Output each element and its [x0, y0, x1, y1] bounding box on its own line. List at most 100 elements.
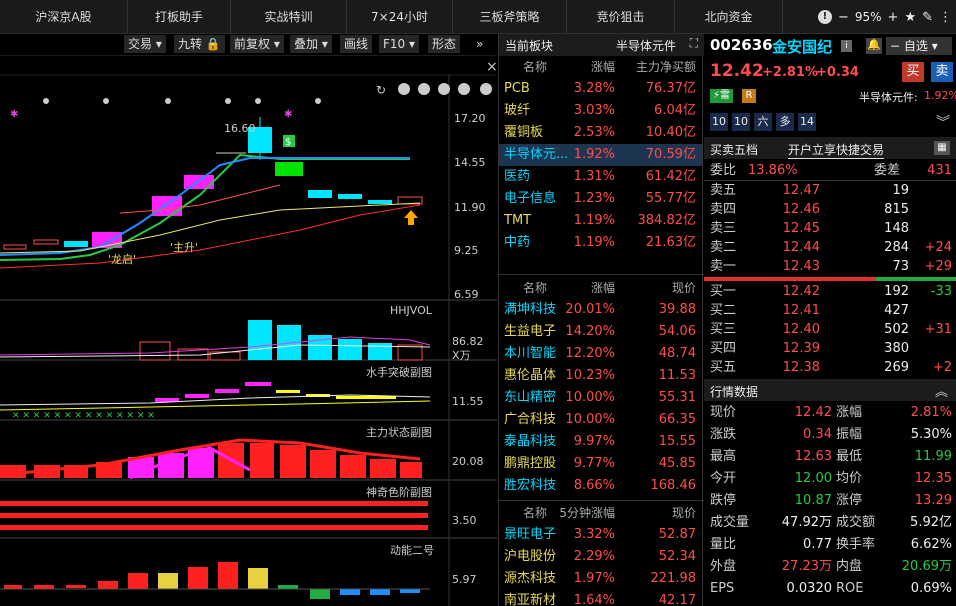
thunder-tag[interactable]: ⚡雷 — [710, 89, 734, 103]
row-name[interactable]: 惠伦晶体 — [504, 368, 557, 383]
menu-chart-icon[interactable] — [480, 83, 492, 95]
sector-row[interactable]: 医药 1.31% 61.42亿 — [499, 166, 702, 188]
collapse-up-icon[interactable]: ︽ — [934, 385, 948, 400]
sell-button[interactable]: 卖 — [931, 62, 953, 82]
row-name[interactable]: 本川智能 — [504, 346, 557, 361]
kline-chart[interactable]: × ↻ ✱ ✱ — [0, 55, 497, 606]
f10-button[interactable]: F10 ▾ — [379, 35, 420, 53]
row-name[interactable]: TMT — [504, 213, 532, 228]
star-icon[interactable]: ★ — [904, 9, 917, 25]
more-icon[interactable]: ⋮ — [939, 9, 952, 25]
signal-badge[interactable]: 10 — [710, 113, 728, 131]
row-name[interactable]: 覆铜板 — [504, 125, 544, 140]
draw-line-button[interactable]: 画线 — [340, 35, 373, 53]
ask-row[interactable]: 卖三 12.45 148 — [710, 221, 909, 236]
sector-row[interactable]: 玻纤 3.03% 6.04亿 — [499, 100, 702, 122]
info-icon[interactable]: i — [841, 40, 852, 52]
speed-row[interactable]: 源杰科技 1.97% 221.98 — [499, 568, 702, 590]
industry-label[interactable]: 半导体元件: — [859, 91, 918, 104]
indicator-name[interactable]: 动能二号 — [390, 544, 434, 557]
pattern-button[interactable]: 形态 — [428, 35, 461, 53]
watchlist-toggle[interactable]: − 自选 ▾ — [886, 37, 952, 55]
row-name[interactable]: 泰晶科技 — [504, 434, 557, 449]
tab-news-24h[interactable]: 7×24小时 — [347, 0, 453, 34]
row-name[interactable]: 医药 — [504, 169, 531, 184]
tab-northbound[interactable]: 北向资金 — [675, 0, 783, 34]
tab-a-shares[interactable]: 沪深京A股 — [0, 0, 128, 34]
indicator-name[interactable]: 主力状态副图 — [366, 426, 432, 439]
stock-name[interactable]: 金安国纪 — [772, 38, 833, 56]
quick-trade-link[interactable]: 开户立享快捷交易 — [788, 143, 885, 159]
zoom-in-icon[interactable]: + — [887, 9, 899, 25]
row-name[interactable]: 沪电股份 — [504, 549, 557, 564]
stock-row[interactable]: 鹏鼎控股 9.77% 45.85 — [499, 453, 702, 475]
speed-row[interactable]: 沪电股份 2.29% 52.34 — [499, 546, 702, 568]
bell-icon[interactable]: 🔔 — [866, 38, 882, 54]
bid-row[interactable]: 买四 12.39 380 — [710, 341, 909, 356]
expand-icon[interactable]: ⛶ — [689, 36, 698, 50]
tab-limit-helper[interactable]: 打板助手 — [128, 0, 231, 34]
row-name[interactable]: 南亚新材 — [504, 593, 557, 606]
ask-row[interactable]: 卖二 12.44 284 +24 — [710, 240, 952, 255]
row-name[interactable]: 生益电子 — [504, 324, 557, 339]
tab-strategy[interactable]: 三板斧策略 — [453, 0, 567, 34]
indicator-name[interactable]: 水手突破副图 — [366, 366, 432, 379]
trade-button[interactable]: 交易 ▾ — [124, 35, 166, 53]
stock-row[interactable]: 东山精密 10.00% 55.31 — [499, 387, 702, 409]
row-name[interactable]: 中药 — [504, 235, 531, 250]
row-name[interactable]: 东山精密 — [504, 390, 557, 405]
bid-row[interactable]: 买二 12.41 427 — [710, 303, 909, 318]
r-tag[interactable]: R — [742, 89, 756, 103]
pen-icon[interactable]: ✎ — [922, 9, 933, 25]
indicator-name[interactable]: 神奇色阶副图 — [366, 486, 432, 499]
double-chevron-icon[interactable]: » — [476, 37, 484, 51]
indicator-name[interactable]: HHJVOL — [390, 304, 432, 317]
row-name[interactable]: 胜宏科技 — [504, 478, 557, 493]
sector-row[interactable]: 中药 1.19% 21.63亿 — [499, 232, 702, 254]
row-name[interactable]: 电子信息 — [504, 191, 557, 206]
stock-row[interactable]: 惠伦晶体 10.23% 11.53 — [499, 365, 702, 387]
row-name[interactable]: 广合科技 — [504, 412, 557, 427]
buy-button[interactable]: 买 — [902, 62, 924, 82]
adjust-button[interactable]: 前复权 ▾ — [230, 35, 284, 53]
sector-row[interactable]: 覆铜板 2.53% 10.40亿 — [499, 122, 702, 144]
bid-row[interactable]: 买一 12.42 192 -33 — [710, 284, 952, 299]
row-name[interactable]: 源杰科技 — [504, 571, 557, 586]
ask-row[interactable]: 卖一 12.43 73 +29 — [710, 259, 952, 274]
sector-name[interactable]: 半导体元件 — [615, 39, 676, 53]
speed-row[interactable]: 南亚新材 1.64% 42.17 — [499, 590, 702, 606]
zoom-in-chart-icon[interactable] — [398, 83, 410, 95]
row-name[interactable]: 景旺电子 — [504, 527, 557, 542]
row-name[interactable]: PCB — [504, 81, 530, 96]
signal-badge[interactable]: 多 — [776, 113, 794, 131]
row-name[interactable]: 玻纤 — [504, 103, 531, 118]
signal-badge[interactable]: 14 — [798, 113, 816, 131]
row-name[interactable]: 半导体元... — [504, 147, 569, 162]
sector-row[interactable]: 电子信息 1.23% 55.77亿 — [499, 188, 702, 210]
ask-row[interactable]: 卖四 12.46 815 — [710, 202, 909, 217]
nine-turn-button[interactable]: 九转 🔒 — [174, 35, 225, 53]
signal-badge[interactable]: 10 — [732, 113, 750, 131]
zoom-out-chart-icon[interactable] — [418, 83, 430, 95]
stock-row[interactable]: 泰晶科技 9.97% 15.55 — [499, 431, 702, 453]
zoom-out-icon[interactable]: − — [837, 9, 849, 25]
bid-row[interactable]: 买三 12.40 502 +31 — [710, 322, 952, 337]
stock-row[interactable]: 满坤科技 20.01% 39.88 — [499, 299, 702, 321]
stock-row[interactable]: 生益电子 14.20% 54.06 — [499, 321, 702, 343]
overlay-button[interactable]: 叠加 ▾ — [290, 35, 332, 53]
ask-row[interactable]: 卖五 12.47 19 — [710, 183, 909, 198]
bid-row[interactable]: 买五 12.38 269 +2 — [710, 360, 952, 375]
row-name[interactable]: 鹏鼎控股 — [504, 456, 557, 471]
stock-row[interactable]: 胜宏科技 8.66% 168.46 — [499, 475, 702, 497]
tab-auction[interactable]: 竞价狙击 — [567, 0, 675, 34]
close-icon[interactable]: × — [486, 59, 497, 75]
stock-row[interactable]: 本川智能 12.20% 48.74 — [499, 343, 702, 365]
sector-row[interactable]: 半导体元... 1.92% 70.59亿 — [499, 144, 702, 166]
sector-row[interactable]: PCB 3.28% 76.37亿 — [499, 78, 702, 100]
speed-row[interactable]: 景旺电子 3.32% 52.87 — [499, 524, 702, 546]
row-name[interactable]: 满坤科技 — [504, 302, 557, 317]
collapse-icon[interactable]: ︾ — [936, 115, 950, 131]
calculator-icon[interactable]: ▦ — [934, 141, 950, 155]
close-chart-icon[interactable] — [458, 83, 470, 95]
signal-badge[interactable]: 六 — [754, 113, 772, 131]
